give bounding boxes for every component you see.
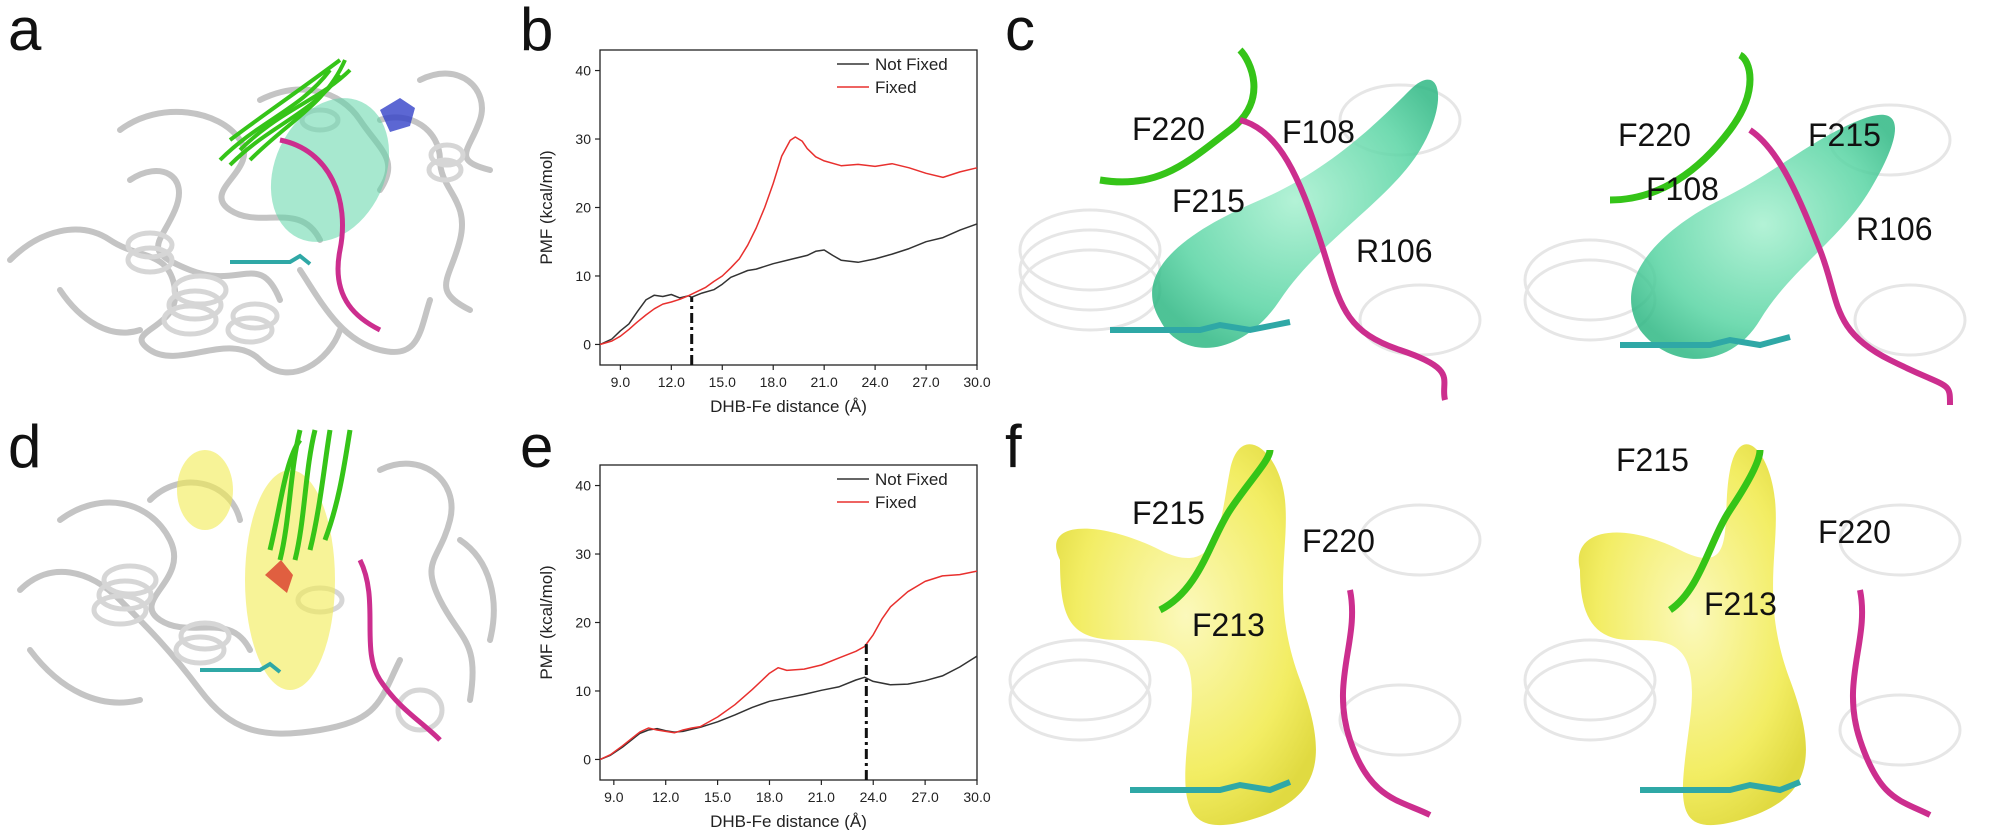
- loop-segment: [1850, 589, 1932, 818]
- legend-label: Fixed: [875, 493, 917, 512]
- moving-helix-ensemble: [218, 58, 352, 167]
- residue-label: F215: [1132, 495, 1205, 531]
- legend-label: Fixed: [875, 78, 917, 97]
- y-tick-label: 40: [575, 63, 591, 79]
- loop-segment: [279, 137, 382, 333]
- substrate-tunnel: [1578, 444, 1806, 826]
- panel-f-right-view: F215 F220 F213: [1520, 440, 1980, 826]
- residue-label: F220: [1302, 523, 1375, 559]
- y-tick-label: 30: [575, 546, 591, 562]
- y-tick-label: 0: [583, 751, 591, 767]
- series-line-fixed: [599, 136, 978, 346]
- loop-segment: [357, 558, 442, 742]
- y-tick-label: 10: [575, 268, 591, 284]
- substrate-tunnel: [270, 98, 390, 242]
- residue-label: F213: [1192, 607, 1265, 643]
- x-tick-label: 27.0: [912, 374, 939, 390]
- substrate-tunnel: [1631, 114, 1895, 359]
- series-line-not-fixed: [599, 223, 978, 346]
- moving-helix: [1099, 47, 1258, 186]
- residue-label: F213: [1704, 586, 1777, 622]
- panel-d-structure: [17, 429, 497, 742]
- residue-label: F215: [1172, 183, 1245, 219]
- moving-helix-ensemble: [267, 429, 353, 561]
- residue-label: F215: [1808, 117, 1881, 153]
- residue-label: R106: [1356, 233, 1433, 269]
- residue-label: F220: [1132, 111, 1205, 147]
- x-tick-label: 30.0: [963, 374, 990, 390]
- panel-letter-b: b: [520, 0, 553, 63]
- series-line-not-fixed: [599, 655, 978, 761]
- panel-letter-c: c: [1005, 0, 1035, 63]
- x-tick-label: 9.0: [604, 789, 624, 805]
- x-tick-label: 21.0: [811, 374, 838, 390]
- series-line-fixed: [599, 570, 978, 761]
- panel-letter-d: d: [8, 413, 41, 480]
- chart-e: 0 10 20 30 40 9.0 12.0 15.0 18.0 21.0 24.0 27.0 30.0…: [537, 464, 991, 830]
- panel-letter-f: f: [1005, 413, 1022, 480]
- y-tick-label: 20: [575, 615, 591, 631]
- y-tick-label: 20: [575, 200, 591, 216]
- y-axis-title: PMF (kcal/mol): [537, 150, 556, 264]
- residue-label: F215: [1616, 442, 1689, 478]
- panel-a-structure: [7, 58, 493, 376]
- heme-group: [1640, 779, 1802, 794]
- moving-helix: [1158, 449, 1274, 614]
- x-tick-label: 12.0: [658, 374, 685, 390]
- panel-letter-a: a: [8, 0, 42, 63]
- protein-helices: [125, 107, 466, 345]
- heme-group: [230, 253, 312, 266]
- x-tick-label: 18.0: [760, 374, 787, 390]
- y-tick-label: 0: [583, 336, 591, 352]
- x-tick-label: 24.0: [860, 789, 887, 805]
- tunnel-branch: [177, 450, 233, 530]
- x-tick-label: 12.0: [652, 789, 679, 805]
- substrate-ligand: [380, 98, 415, 132]
- loop-segment: [1340, 589, 1432, 818]
- panel-c-left-view: F220 F108 F215 R106: [1010, 40, 1490, 410]
- x-tick-label: 27.0: [911, 789, 938, 805]
- residue-label: F220: [1818, 514, 1891, 550]
- loop-segment: [1239, 117, 1448, 401]
- y-tick-label: 30: [575, 131, 591, 147]
- x-tick-label: 9.0: [611, 374, 631, 390]
- x-axis-title: DHB-Fe distance (Å): [710, 812, 867, 830]
- substrate-ligand: [265, 560, 293, 593]
- x-tick-label: 21.0: [808, 789, 835, 805]
- x-tick-label: 24.0: [861, 374, 888, 390]
- x-axis-title: DHB-Fe distance (Å): [710, 397, 867, 416]
- residue-label: R106: [1856, 211, 1933, 247]
- residue-label: F108: [1282, 114, 1355, 150]
- loop-segment: [1748, 127, 1953, 406]
- x-tick-label: 15.0: [709, 374, 736, 390]
- panel-f-left-view: F215 F220 F213: [1008, 440, 1490, 826]
- plot-frame: [599, 49, 978, 366]
- heme-group: [200, 661, 282, 674]
- protein-helices: [91, 563, 445, 733]
- legend-label: Not Fixed: [875, 470, 948, 489]
- legend-label: Not Fixed: [875, 55, 948, 74]
- y-tick-label: 10: [575, 683, 591, 699]
- heme-group: [1110, 319, 1291, 334]
- substrate-tunnel: [1056, 444, 1316, 826]
- protein-ribbon: [17, 460, 497, 737]
- moving-helix: [1609, 51, 1754, 204]
- y-tick-label: 40: [575, 478, 591, 494]
- heme-group: [1620, 334, 1791, 349]
- x-tick-label: 18.0: [756, 789, 783, 805]
- residue-label: F108: [1646, 171, 1719, 207]
- y-axis-title: PMF (kcal/mol): [537, 565, 556, 679]
- panel-c-right-view: F220 F215 F108 R106: [1520, 40, 1980, 410]
- x-tick-label: 30.0: [963, 789, 990, 805]
- substrate-tunnel: [1152, 79, 1439, 348]
- panel-letter-e: e: [520, 413, 553, 480]
- chart-b: 0 10 20 30 40 9.0 12.0 15.0 18.0 21.0 24.0 27.0 30.0…: [537, 49, 991, 416]
- moving-helix: [1667, 449, 1764, 613]
- residue-label: F220: [1618, 117, 1691, 153]
- heme-group: [1130, 779, 1292, 794]
- plot-frame: [599, 464, 978, 781]
- x-tick-label: 15.0: [704, 789, 731, 805]
